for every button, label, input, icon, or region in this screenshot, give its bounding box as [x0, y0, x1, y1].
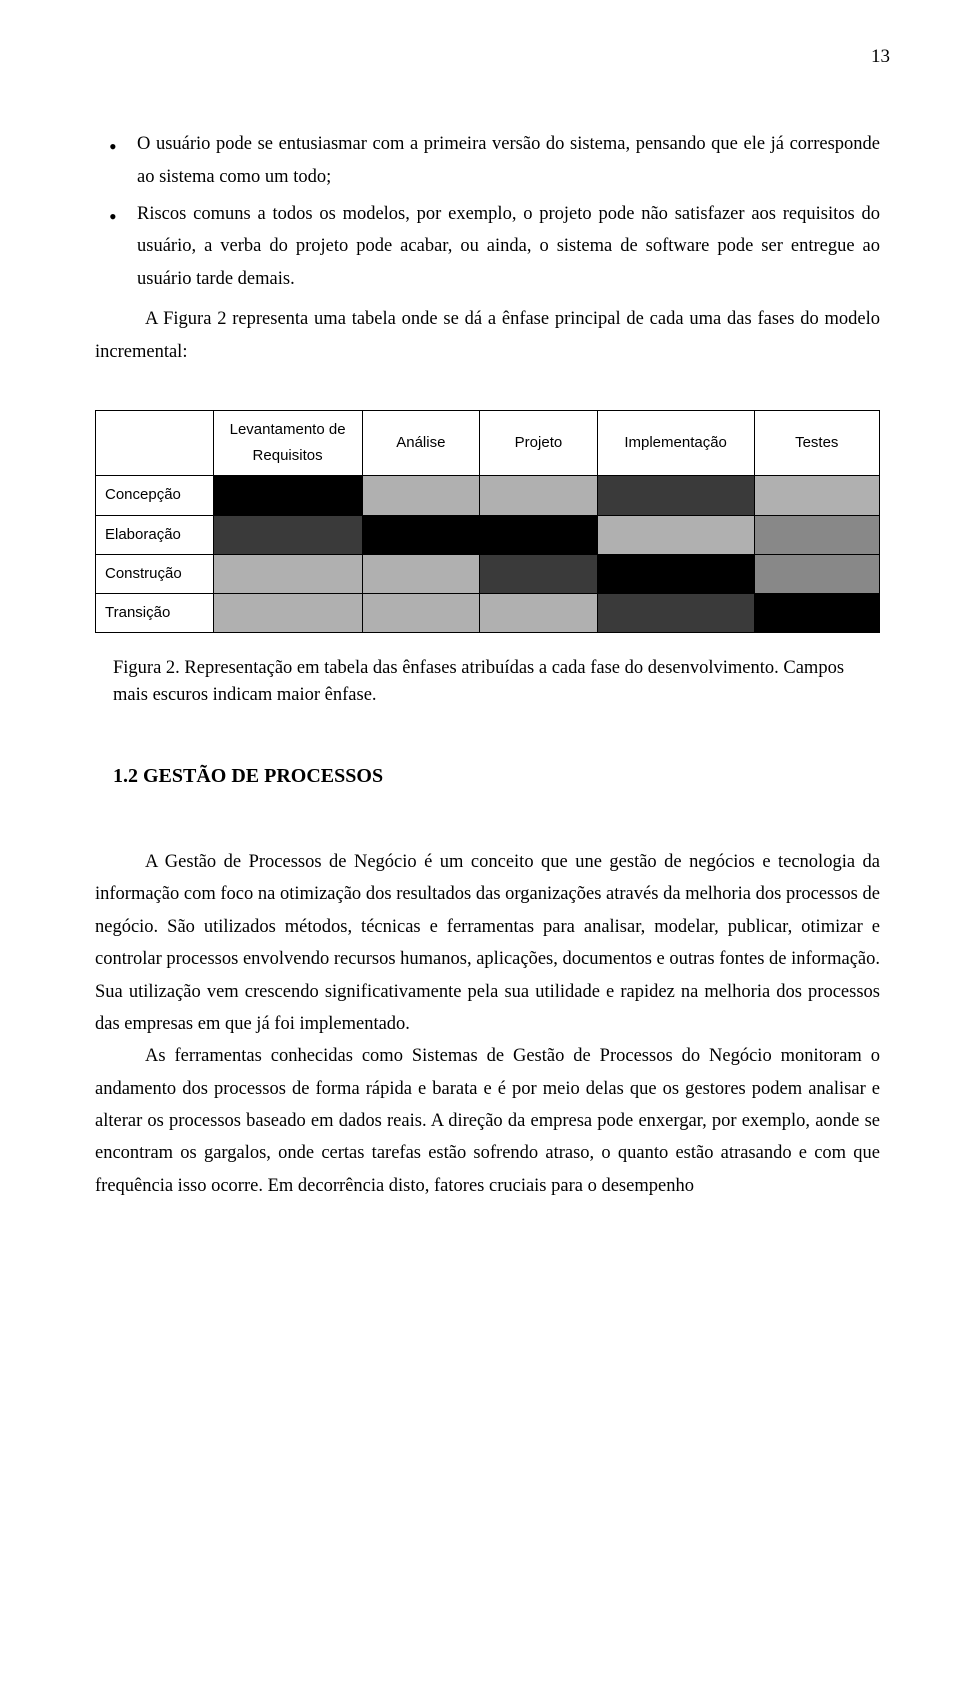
- row-header: Construção: [96, 554, 214, 593]
- emphasis-cell: [213, 476, 362, 515]
- emphasis-cell: [362, 515, 480, 554]
- emphasis-cell: [480, 515, 598, 554]
- emphasis-cell: [213, 515, 362, 554]
- bullet-item: O usuário pode se entusiasmar com a prim…: [95, 128, 880, 193]
- column-header: Projeto: [480, 410, 598, 476]
- emphasis-cell: [597, 515, 754, 554]
- bullet-list: O usuário pode se entusiasmar com a prim…: [95, 128, 880, 295]
- intro-paragraph: A Figura 2 representa uma tabela onde se…: [95, 303, 880, 368]
- emphasis-cell: [480, 476, 598, 515]
- bullet-item: Riscos comuns a todos os modelos, por ex…: [95, 198, 880, 295]
- row-header: Elaboração: [96, 515, 214, 554]
- emphasis-cell: [597, 476, 754, 515]
- body-paragraph: As ferramentas conhecidas como Sistemas …: [95, 1040, 880, 1202]
- emphasis-cell: [213, 594, 362, 633]
- emphasis-table: Levantamento de RequisitosAnáliseProjeto…: [95, 410, 880, 634]
- table-corner: [96, 410, 214, 476]
- page-number: 13: [95, 40, 890, 73]
- emphasis-cell: [362, 476, 480, 515]
- body-paragraph: A Gestão de Processos de Negócio é um co…: [95, 846, 880, 1040]
- emphasis-cell: [480, 594, 598, 633]
- emphasis-cell: [362, 554, 480, 593]
- emphasis-cell: [480, 554, 598, 593]
- figure-caption: Figura 2. Representação em tabela das ên…: [113, 655, 862, 709]
- emphasis-cell: [754, 554, 879, 593]
- column-header: Análise: [362, 410, 480, 476]
- column-header: Testes: [754, 410, 879, 476]
- emphasis-cell: [754, 476, 879, 515]
- row-header: Concepção: [96, 476, 214, 515]
- emphasis-cell: [754, 594, 879, 633]
- emphasis-cell: [597, 554, 754, 593]
- column-header: Levantamento de Requisitos: [213, 410, 362, 476]
- emphasis-cell: [213, 554, 362, 593]
- section-heading: 1.2 GESTÃO DE PROCESSOS: [113, 759, 880, 794]
- row-header: Transição: [96, 594, 214, 633]
- emphasis-cell: [754, 515, 879, 554]
- emphasis-cell: [597, 594, 754, 633]
- column-header: Implementação: [597, 410, 754, 476]
- emphasis-cell: [362, 594, 480, 633]
